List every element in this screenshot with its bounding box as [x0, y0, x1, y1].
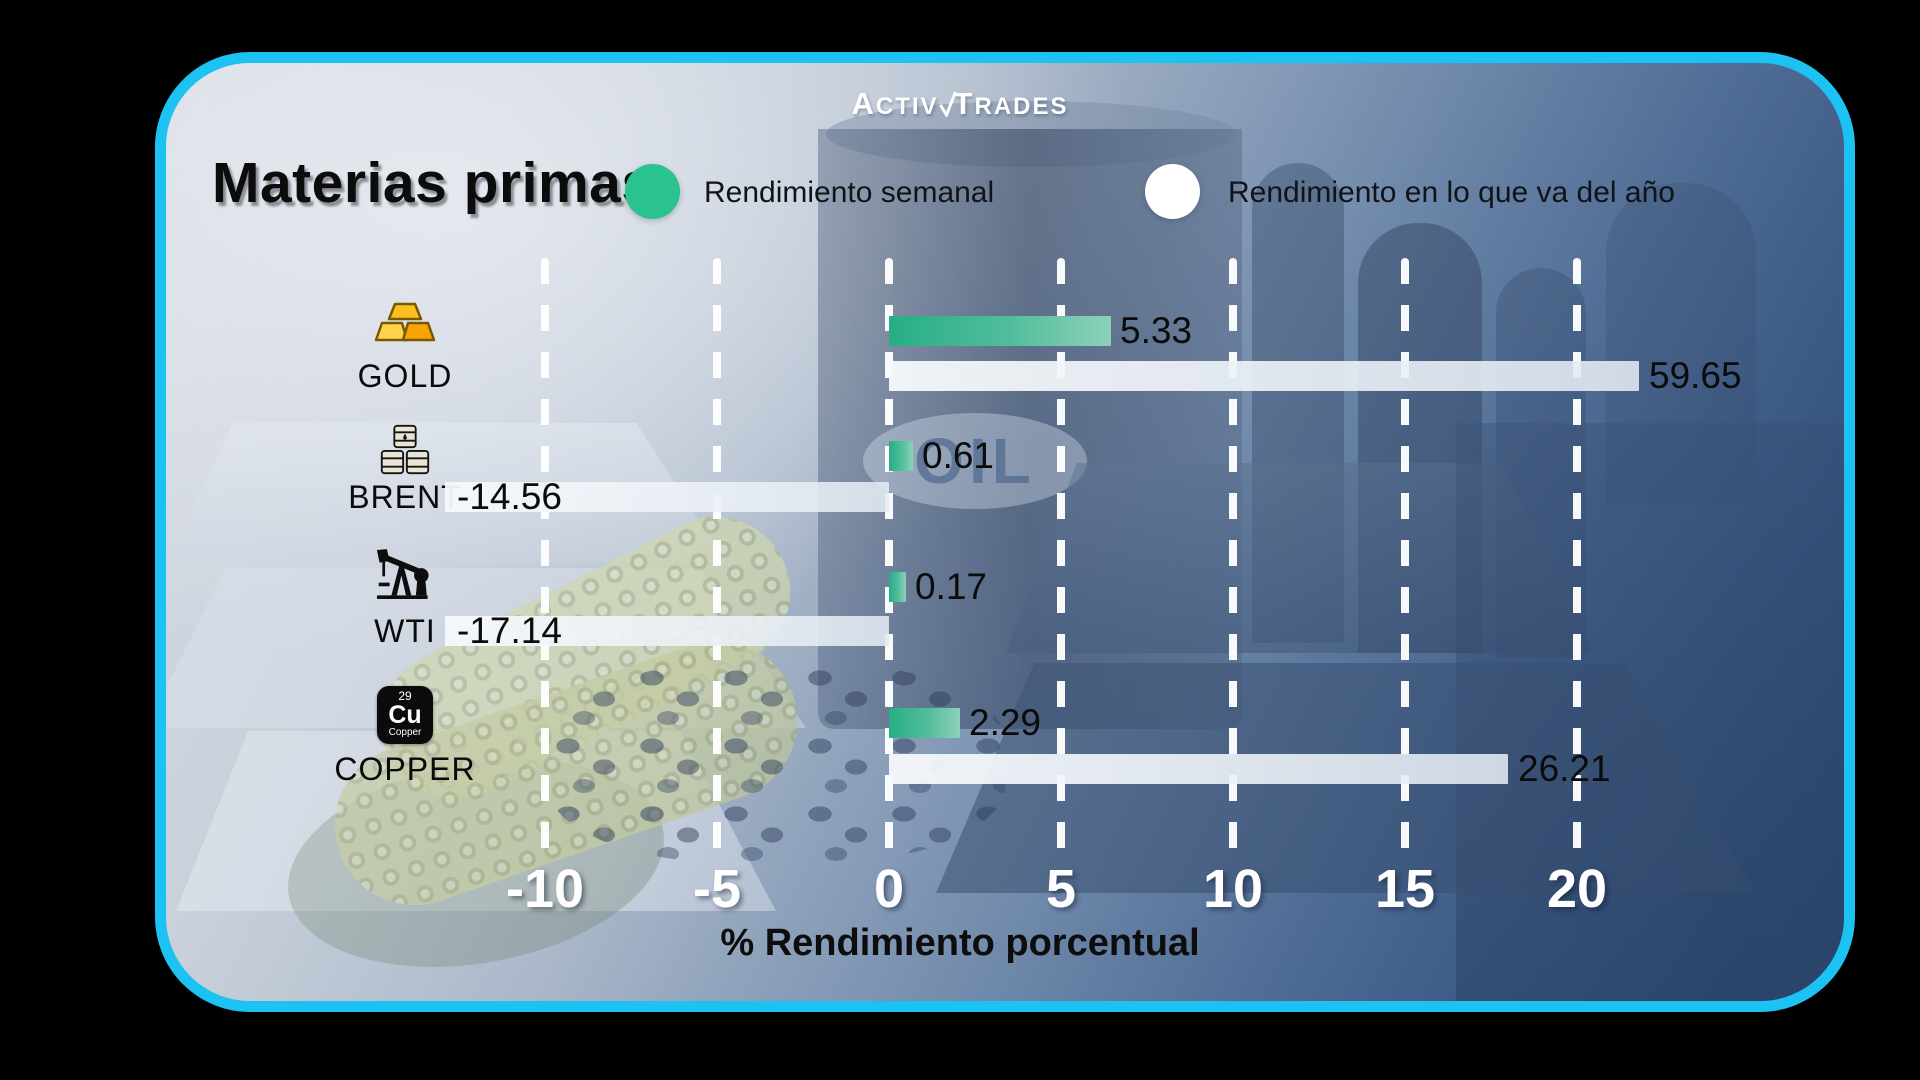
pump-jack-glyph: [376, 549, 429, 599]
x-tick-5: 5: [1045, 859, 1077, 919]
value-weekly-wti: 0.17: [915, 566, 988, 607]
x-tick-0: 0: [873, 859, 905, 919]
x-tick-15: 15: [1374, 859, 1436, 919]
gridline--5: [713, 258, 721, 852]
copper-element-tile: 29 Cu Copper: [377, 686, 433, 744]
bar-weekly-wti: [889, 572, 906, 602]
bar-weekly-copper: [889, 708, 960, 738]
gold-bars-icon: [374, 301, 436, 348]
gridline-15: [1401, 258, 1409, 852]
value-ytd-brent: -14.56: [457, 476, 562, 517]
value-ytd-copper: 26.21: [1518, 748, 1611, 789]
bar-ytd-gold: [889, 361, 1639, 391]
bar-weekly-gold: [889, 316, 1111, 346]
gold-bars-glyph: [374, 302, 436, 342]
page-title: Materias primas: [212, 151, 654, 215]
bar-weekly-brent: [889, 441, 913, 471]
brand-logo-left: Activ: [851, 86, 939, 121]
gridline-10: [1229, 258, 1237, 852]
legend-label-ytd: Rendimiento en lo que va del año: [1228, 176, 1675, 209]
x-tick--5: -5: [692, 859, 742, 919]
bar-ytd-copper: [889, 754, 1508, 784]
gridline-0: [885, 258, 893, 852]
bg-blue-tint: [166, 63, 1844, 1001]
infographic-card: OIL: [155, 52, 1855, 1012]
copper-symbol: Cu: [388, 701, 422, 729]
gridline--10: [541, 258, 549, 852]
oil-barrels-icon: [377, 424, 433, 481]
oil-barrels-glyph: [380, 424, 430, 475]
x-tick-10: 10: [1202, 859, 1264, 919]
x-tick--10: -10: [505, 859, 585, 919]
legend-swatch-weekly: [625, 164, 680, 219]
legend-label-weekly: Rendimiento semanal: [704, 176, 995, 209]
bar-ytd-wti: [445, 616, 889, 646]
brand-logo: Activ Trades: [851, 86, 1068, 122]
category-label-copper: COPPER: [334, 751, 476, 787]
value-ytd-wti: -17.14: [457, 610, 562, 651]
copper-atomic-number: 29: [398, 689, 412, 703]
value-weekly-copper: 2.29: [969, 702, 1042, 743]
legend-swatch-ytd: [1145, 164, 1200, 219]
copper-name: Copper: [388, 727, 422, 738]
category-label-brent: BRENT: [348, 479, 462, 515]
value-weekly-brent: 0.61: [922, 435, 995, 476]
gridline-20: [1573, 258, 1581, 852]
brand-logo-right: Trades: [953, 86, 1069, 121]
value-weekly-gold: 5.33: [1120, 310, 1193, 351]
category-label-gold: GOLD: [357, 358, 453, 394]
copper-element-icon: 29 Cu Copper: [377, 686, 433, 744]
oil-text: OIL: [914, 424, 1036, 498]
brand-check-icon: [939, 91, 957, 117]
bar-ytd-brent: [445, 482, 889, 512]
pump-jack-icon: [376, 548, 434, 606]
x-tick-20: 20: [1546, 859, 1608, 919]
gridline-5: [1057, 258, 1065, 852]
bg-oil-label: OIL: [863, 413, 1087, 509]
category-label-wti: WTI: [374, 613, 436, 649]
x-axis-title: % Rendimiento porcentual: [720, 922, 1200, 964]
value-ytd-gold: 59.65: [1649, 355, 1742, 396]
